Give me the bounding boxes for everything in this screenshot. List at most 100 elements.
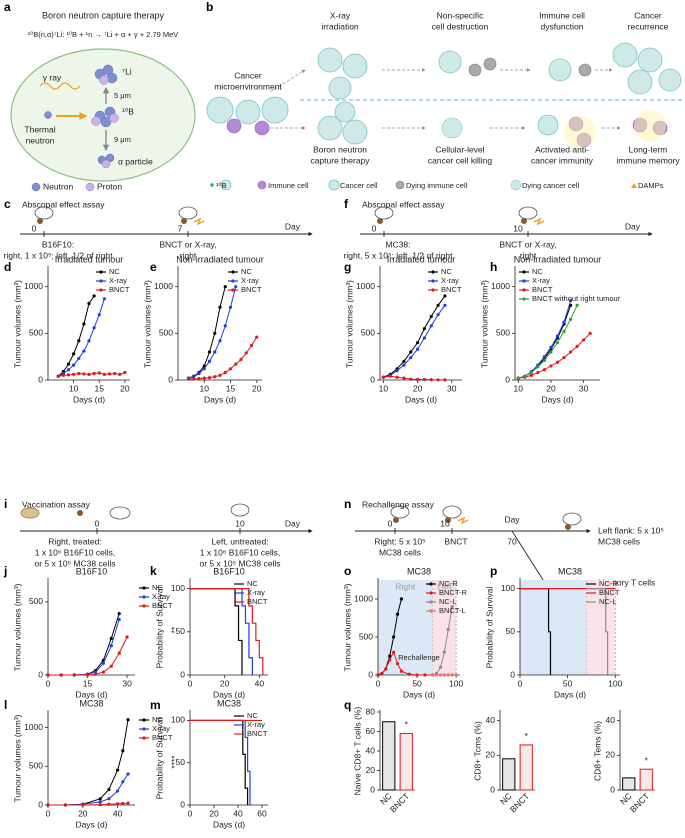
chart-title: Irradiated tumour [55, 254, 124, 264]
y-axis-label: Naïve CD8+ T cells (%) [352, 706, 362, 795]
legend-label: BNCT [247, 597, 268, 606]
label: Neutron [43, 181, 74, 191]
legend-label: BNCT-R [439, 588, 468, 597]
chart-title: Non-irradiated tumour [514, 254, 602, 264]
label: cell destruction [432, 21, 489, 31]
x-tick-label: BNCT [508, 791, 531, 814]
data-point [234, 285, 238, 289]
legend-marker [522, 270, 526, 274]
data-point [123, 370, 127, 375]
legend-label: NC [109, 267, 120, 276]
data-point [407, 672, 411, 676]
data-point [429, 378, 433, 382]
legend-label: Dying immune cell [406, 181, 468, 190]
axis [47, 578, 135, 676]
bar [519, 744, 533, 791]
data-point [72, 363, 76, 367]
series-line [383, 375, 445, 381]
series-line [58, 298, 105, 377]
data-point [588, 331, 592, 335]
label: ¹⁰B(n,α)⁷Li: ¹⁰B + ¹n → ⁷Li + α + γ + 2.… [28, 30, 179, 39]
data-point [423, 673, 427, 677]
legend-marker [431, 279, 435, 283]
data-point [523, 374, 527, 378]
label: α particle [118, 156, 153, 166]
label: 0 [32, 223, 37, 233]
data-point [442, 650, 446, 654]
legend-marker [142, 586, 146, 590]
x-axis-label: Days (d) [403, 689, 435, 699]
y-axis-label: CD8+ Tcms (%) [472, 721, 482, 781]
x-tick-label: 0 [188, 678, 193, 688]
x-tick-label: 100 [449, 678, 463, 688]
y-tick-label: 0 [370, 374, 375, 384]
annotation: Rechallenge [398, 653, 440, 662]
data-point [87, 339, 91, 343]
legend-marker [142, 595, 146, 599]
data-point [121, 780, 125, 784]
data-point [549, 350, 553, 354]
data-point [442, 673, 446, 677]
data-point [218, 305, 222, 309]
y-tick-label: 50 [176, 757, 186, 767]
y-axis-label: CD8+ Tems (%) [592, 721, 602, 781]
data-point [381, 375, 386, 379]
chart-title: Non-irradiated tumour [176, 254, 264, 264]
legend-label: X-ray [152, 724, 170, 733]
x-axis-label: Days (d) [541, 394, 573, 404]
label: right [180, 250, 197, 260]
data-point [213, 331, 217, 335]
y-tick-label: 40 [486, 715, 496, 725]
data-point [395, 369, 399, 373]
data-point [66, 368, 71, 372]
x-tick-label: 15 [95, 383, 105, 393]
series-line [518, 300, 572, 379]
data-point [395, 612, 400, 616]
data-point [213, 350, 217, 354]
data-point [549, 345, 553, 349]
legend-marker [429, 600, 433, 604]
x-tick-label: 100 [608, 678, 622, 688]
label: Activated anti- [535, 144, 589, 154]
y-tick-label: 500 [361, 328, 375, 338]
label: Cancer [234, 70, 262, 80]
data-point [436, 303, 440, 307]
series-line [57, 295, 95, 377]
label: Day [504, 514, 520, 524]
data-point [117, 617, 121, 622]
data-point [116, 802, 120, 806]
region-label: Right [395, 581, 415, 591]
y-tick-label: 0 [370, 784, 375, 794]
data-point [61, 373, 65, 377]
label: microenvironment [214, 81, 282, 91]
panel-label: g [344, 260, 351, 274]
title: Boron neutron capture therapy [42, 10, 165, 20]
legend-label: NC [441, 267, 452, 276]
data-point [202, 367, 206, 371]
data-point [126, 772, 130, 776]
label: ¹⁰B [122, 106, 134, 116]
data-point [93, 672, 98, 676]
label: 70 [507, 536, 517, 546]
series-line [383, 295, 446, 378]
label: cancer immunity [531, 155, 594, 165]
y-tick-label: 100 [171, 583, 185, 593]
x-tick-label: 40 [255, 678, 265, 688]
data-point [109, 636, 113, 641]
data-point [542, 358, 547, 362]
y-tick-label: 50 [176, 626, 186, 636]
data-point [77, 356, 81, 361]
data-point [438, 673, 443, 677]
data-point [542, 368, 547, 372]
label: Non-specific [437, 10, 485, 20]
legend-label: BNCT without right tumour [532, 294, 621, 303]
data-point [107, 802, 111, 806]
data-point [82, 322, 86, 326]
data-point [438, 665, 443, 670]
x-axis-label: Days (d) [75, 689, 107, 699]
data-point [450, 605, 454, 609]
data-point [450, 673, 454, 677]
